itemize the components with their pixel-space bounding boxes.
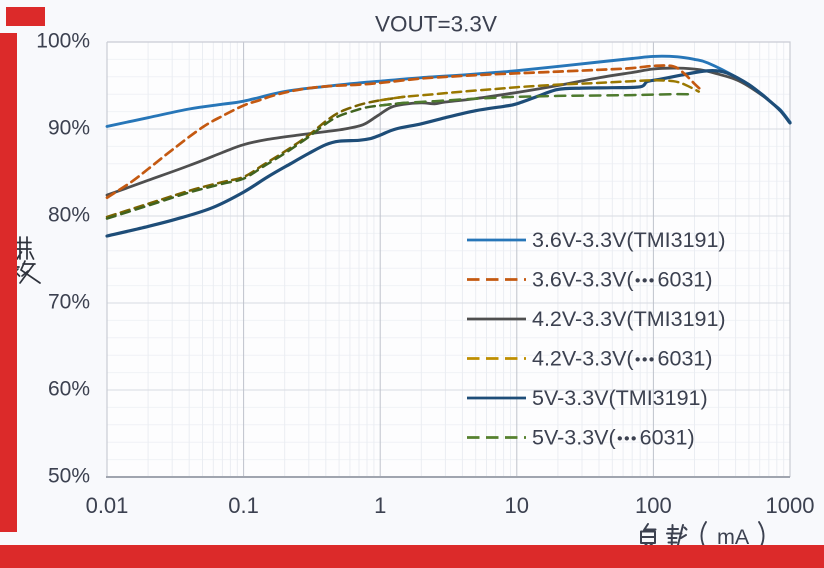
svg-text:10: 10: [505, 493, 529, 518]
svg-text:100: 100: [635, 493, 672, 518]
svg-text:3.6V-3.3V(TMI3191): 3.6V-3.3V(TMI3191): [532, 228, 726, 252]
svg-text:60%: 60%: [48, 378, 90, 401]
svg-text:4.2V-3.3V( • • • 6031): 4.2V-3.3V( • • • 6031): [532, 347, 713, 371]
svg-text:0.1: 0.1: [228, 493, 259, 518]
svg-text:100%: 100%: [36, 30, 90, 53]
svg-text:50%: 50%: [48, 465, 90, 488]
svg-text:0.01: 0.01: [86, 493, 129, 518]
svg-text:5V-3.3V(TMI3191): 5V-3.3V(TMI3191): [532, 386, 708, 410]
svg-text:VOUT=3.3V: VOUT=3.3V: [375, 12, 497, 37]
svg-text:1: 1: [374, 493, 386, 518]
svg-text:5V-3.3V( • • • 6031): 5V-3.3V( • • • 6031): [532, 426, 695, 450]
svg-text:70%: 70%: [48, 291, 90, 314]
svg-text:4.2V-3.3V(TMI3191): 4.2V-3.3V(TMI3191): [532, 307, 726, 331]
svg-text:3.6V-3.3V( • • • 6031): 3.6V-3.3V( • • • 6031): [532, 268, 713, 292]
svg-text:1000: 1000: [766, 493, 815, 518]
svg-text:80%: 80%: [48, 204, 90, 227]
svg-text:90%: 90%: [48, 117, 90, 140]
